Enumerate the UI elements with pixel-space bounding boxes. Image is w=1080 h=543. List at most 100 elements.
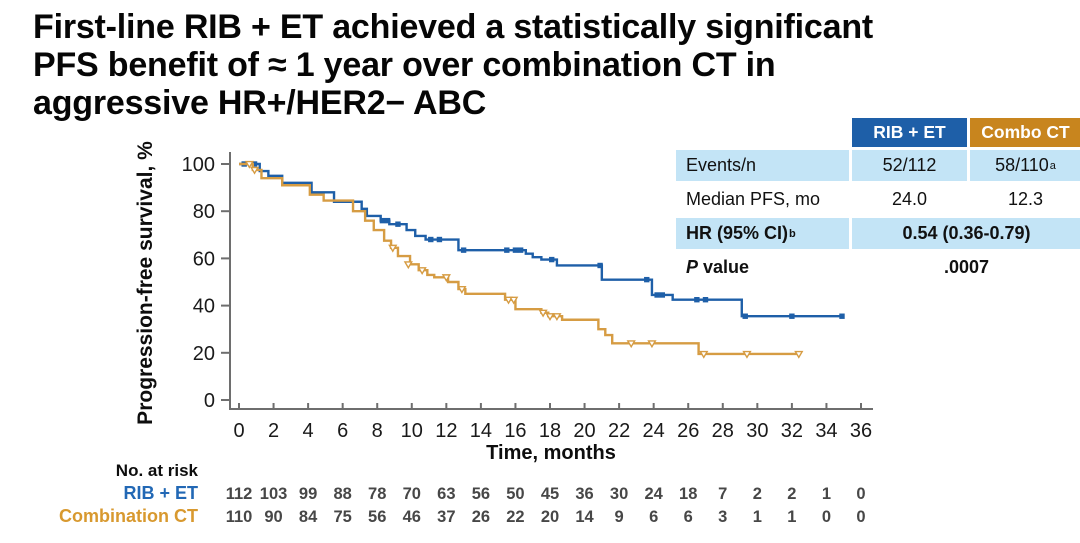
risk-count: 112 <box>226 485 253 503</box>
x-tick-label: 34 <box>815 420 837 442</box>
risk-count: 88 <box>333 485 351 503</box>
x-tick-label: 32 <box>781 420 803 442</box>
risk-count: 2 <box>753 485 762 503</box>
x-tick-label: 4 <box>303 420 314 442</box>
censor-mark-triangle <box>647 340 657 349</box>
censor-mark-triangle <box>626 340 636 349</box>
censor-mark-square <box>659 292 666 298</box>
censor-mark-square <box>436 236 443 243</box>
x-tick-label: 12 <box>435 420 457 442</box>
censor-mark-square <box>504 247 510 253</box>
risk-count: 103 <box>260 485 288 503</box>
censor-mark-triangle <box>457 285 467 294</box>
risk-count: 99 <box>299 485 317 503</box>
censor-mark-square <box>702 297 709 303</box>
x-tick-label: 0 <box>233 420 244 442</box>
censor-mark-square <box>789 313 795 319</box>
censor-mark-square <box>549 256 555 263</box>
censor-mark-triangle <box>388 244 398 253</box>
censor-mark-triangle <box>244 160 254 169</box>
km-curve-rib-et <box>239 162 844 318</box>
x-tick-label: 36 <box>850 420 872 442</box>
censor-mark-square <box>384 217 391 224</box>
km-curve-combination-ct <box>239 162 799 356</box>
censor-mark-triangle <box>503 296 514 305</box>
risk-count: 1 <box>753 508 762 526</box>
x-tick-label: 16 <box>504 420 526 442</box>
slide-title: First-line RIB + ET achieved a statistic… <box>33 8 1063 122</box>
risk-count: 26 <box>472 508 490 526</box>
stats-header-combo-ct: Combo CT <box>970 118 1080 147</box>
censor-mark-triangle <box>552 313 562 322</box>
slide-title-line-3: aggressive HR+/HER2− ABC <box>33 84 487 122</box>
risk-count: 7 <box>718 485 727 503</box>
risk-count: 30 <box>610 485 628 503</box>
censor-mark-square <box>460 247 467 253</box>
y-tick-label: 40 <box>193 296 215 318</box>
risk-count: 56 <box>368 508 386 526</box>
median-label: Median PFS, mo <box>686 189 821 209</box>
risk-count: 70 <box>403 485 421 503</box>
risk-count: 84 <box>299 508 318 526</box>
median-rib-value: 24.0 <box>891 189 928 209</box>
x-tick-label: 24 <box>643 420 665 442</box>
risk-count: 6 <box>684 508 693 526</box>
pvalue-value: .0007 <box>943 257 990 277</box>
risk-count: 6 <box>649 508 658 526</box>
risk-count: 0 <box>856 485 865 503</box>
hr-label: HR (95% CI) b <box>676 218 849 249</box>
risk-count: 50 <box>506 485 524 503</box>
x-tick-label: 8 <box>372 420 383 442</box>
censor-mark-square <box>597 262 603 269</box>
risk-count: 110 <box>226 508 253 526</box>
x-tick-label: 14 <box>470 420 492 442</box>
censor-mark-triangle <box>794 350 804 359</box>
censor-mark-square <box>379 217 386 224</box>
risk-count: 56 <box>472 485 490 503</box>
risk-label-rib-et: RIB + ET <box>123 483 198 503</box>
stats-row-hr: HR (95% CI) b 0.54 (0.36-0.79) <box>676 218 1080 249</box>
risk-count: 63 <box>437 485 455 503</box>
censor-mark-square <box>251 161 258 167</box>
events-label: Events/n <box>676 150 849 181</box>
risk-count: 0 <box>822 508 831 526</box>
risk-count: 18 <box>679 485 697 503</box>
censor-mark-triangle <box>742 350 752 359</box>
censor-mark-square <box>395 221 401 227</box>
stats-row-events: Events/n 52/112 58/110 a <box>676 150 1080 181</box>
risk-count: 78 <box>368 485 386 503</box>
risk-count: 3 <box>718 508 727 526</box>
pvalue-p-italic: P <box>686 257 699 277</box>
events-rib-value: 52/112 <box>852 150 967 181</box>
stats-header-spacer <box>676 118 849 147</box>
x-tick-label: 30 <box>746 420 768 442</box>
censor-mark-square <box>428 236 434 243</box>
y-tick-label: 20 <box>193 343 215 365</box>
censor-mark-triangle <box>545 313 555 322</box>
censor-mark-square <box>512 247 519 253</box>
censor-mark-square <box>839 313 845 319</box>
x-tick-label: 18 <box>539 420 561 442</box>
x-tick-label: 26 <box>677 420 699 442</box>
censor-mark-square <box>644 276 650 283</box>
censor-mark-triangle <box>403 261 413 270</box>
slide-title-line-2: PFS benefit of ≈ 1 year over combination… <box>33 46 776 84</box>
risk-count: 22 <box>506 508 524 526</box>
censor-mark-triangle <box>441 274 451 283</box>
risk-count: 1 <box>787 508 796 526</box>
stats-table: RIB + ET Combo CT Events/n 52/112 58/110… <box>676 118 1080 286</box>
risk-count: 2 <box>787 485 796 503</box>
risk-count: 37 <box>437 508 455 526</box>
censor-mark-square <box>517 247 524 253</box>
stats-header-rib-et: RIB + ET <box>852 118 967 147</box>
hr-label-text: HR (95% CI) <box>686 223 789 243</box>
risk-count: 14 <box>575 508 594 526</box>
y-axis-title: Progression-free survival, % <box>134 141 157 425</box>
x-axis-title: Time, months <box>486 442 616 464</box>
stats-row-median: Median PFS, mo 24.0 12.3 <box>676 184 1078 215</box>
no-at-risk-heading: No. at risk <box>115 461 198 480</box>
